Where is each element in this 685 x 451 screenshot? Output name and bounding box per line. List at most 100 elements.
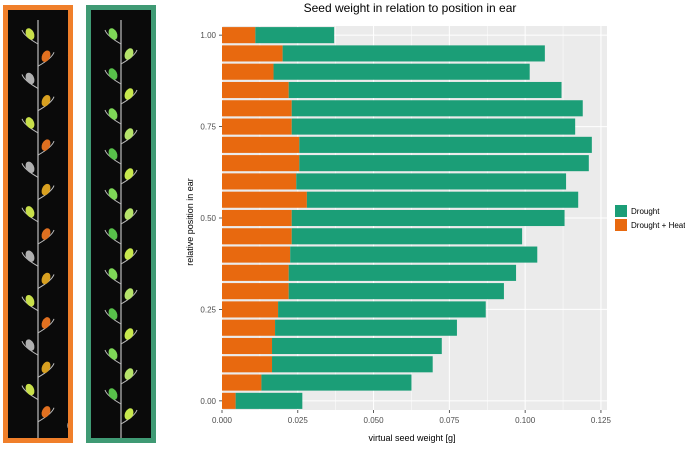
seed-mark	[41, 94, 51, 107]
bars	[222, 27, 592, 409]
bar-drought	[306, 191, 579, 208]
bar-drought-heat	[222, 173, 297, 190]
bar-drought	[288, 264, 517, 281]
seed-mark	[124, 48, 134, 60]
seed-mark	[108, 348, 118, 360]
seed-mark	[41, 361, 51, 374]
bar-drought	[288, 283, 504, 300]
seed-mark	[25, 250, 35, 262]
seed-mark	[25, 383, 35, 396]
ear-image-drought: 1 0	[86, 5, 156, 443]
bar-drought-heat	[222, 283, 289, 300]
seed-mark	[41, 272, 51, 285]
bottom-position-label: 0	[67, 418, 68, 433]
chart-title: Seed weight in relation to position in e…	[304, 1, 517, 15]
bar-drought	[275, 319, 457, 336]
seed-mark	[124, 328, 134, 340]
bar-drought-heat	[222, 81, 289, 99]
seed-mark	[25, 72, 35, 85]
bar-drought-heat	[222, 301, 279, 318]
seed-mark	[108, 68, 118, 80]
axes: 0.000 0.025 0.050 0.075 0.100 0.125 0.00 0.25 0.…	[200, 31, 611, 425]
bar-drought	[299, 136, 592, 153]
bar-drought	[261, 374, 412, 391]
seed-mark	[41, 50, 51, 62]
seed-mark	[108, 228, 118, 240]
seed-mark	[41, 406, 51, 418]
bar-drought-heat	[222, 118, 292, 135]
ear-image-drought-heat: 1 0	[3, 5, 73, 443]
x-tick-label: 0.125	[591, 416, 612, 425]
y-tick-label: 0.00	[200, 397, 216, 406]
bar-drought	[299, 155, 589, 172]
bar-drought	[291, 118, 576, 135]
bar-drought	[291, 209, 565, 227]
top-position-label: 1	[67, 44, 68, 59]
legend-swatch	[615, 205, 627, 217]
bar-drought-heat	[222, 27, 256, 44]
x-tick-label: 0.100	[515, 416, 536, 425]
bar-drought-heat	[222, 45, 283, 62]
seed-mark	[124, 88, 134, 100]
legend-label: Drought + Heat	[631, 221, 685, 230]
seed-mark	[124, 168, 134, 180]
seed-mark	[124, 288, 134, 300]
bar-drought-heat	[222, 100, 292, 117]
seed-mark	[108, 388, 118, 400]
seed-mark	[108, 268, 118, 280]
x-tick-label: 0.000	[212, 416, 233, 425]
bar-drought	[255, 27, 335, 44]
seed-mark	[108, 108, 118, 120]
bar-drought-heat	[222, 155, 300, 172]
seed-mark	[124, 248, 134, 260]
seed-mark	[124, 128, 134, 140]
bar-drought-heat	[222, 374, 262, 391]
bar-drought-heat	[222, 209, 292, 227]
seed-mark	[108, 28, 118, 40]
seed-mark	[25, 206, 35, 218]
bar-drought	[290, 246, 538, 263]
bar-drought	[291, 228, 523, 245]
y-tick-label: 1.00	[200, 31, 216, 40]
seed-mark	[41, 317, 51, 329]
ear-scan-drought-heat	[21, 20, 55, 438]
bar-drought-heat	[222, 136, 300, 153]
bar-drought	[272, 337, 442, 355]
y-axis-title: relative position in ear	[185, 178, 195, 266]
seed-mark	[25, 294, 35, 307]
seed-mark	[25, 117, 35, 129]
legend-label: Drought	[631, 207, 660, 216]
seed-mark	[124, 408, 134, 420]
bar-drought-heat	[222, 356, 273, 373]
y-tick-label: 0.75	[200, 123, 216, 132]
bar-drought-heat	[222, 63, 274, 80]
seed-mark	[41, 183, 51, 196]
bar-drought-heat	[222, 228, 292, 245]
bar-drought	[273, 63, 530, 80]
x-tick-label: 0.050	[364, 416, 385, 425]
seed-mark	[108, 148, 118, 160]
seed-mark	[124, 368, 134, 380]
seed-mark	[41, 228, 51, 240]
seed-mark	[25, 161, 35, 174]
bar-drought-heat	[222, 337, 273, 355]
bar-drought-heat	[222, 392, 236, 409]
seed-mark	[25, 28, 35, 40]
bar-drought	[272, 356, 433, 373]
legend: Drought Drought + Heat	[615, 205, 685, 231]
bar-drought-heat	[222, 319, 276, 336]
seed-mark	[41, 139, 51, 151]
y-tick-label: 0.25	[200, 305, 216, 314]
bar-drought	[282, 45, 545, 62]
bar-drought-heat	[222, 191, 307, 208]
legend-swatch	[615, 219, 627, 231]
bar-drought	[296, 173, 567, 190]
ear-scan-drought	[104, 20, 138, 438]
y-tick-label: 0.50	[200, 214, 216, 223]
seed-mark	[124, 208, 134, 220]
bar-drought	[235, 392, 303, 409]
seed-mark	[25, 339, 35, 351]
bar-drought-heat	[222, 264, 289, 281]
x-tick-label: 0.075	[439, 416, 460, 425]
